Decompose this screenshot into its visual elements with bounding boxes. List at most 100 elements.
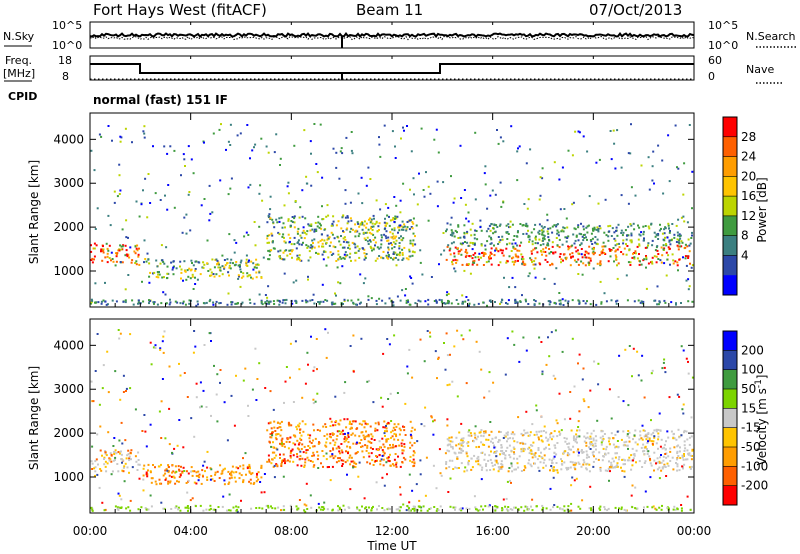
echo-pixel xyxy=(541,373,544,376)
echo-pixel xyxy=(683,162,686,165)
echo-pixel xyxy=(312,465,315,468)
echo-pixel xyxy=(636,443,639,446)
echo-pixel xyxy=(182,302,184,305)
echo-pixel xyxy=(550,432,553,435)
echo-pixel xyxy=(304,458,307,461)
echo-pixel xyxy=(321,238,324,241)
echo-pixel xyxy=(279,249,282,252)
echo-pixel xyxy=(147,469,149,472)
echo-pixel xyxy=(392,235,395,238)
echo-pixel xyxy=(458,451,460,454)
echo-pixel xyxy=(294,200,297,202)
echo-pixel xyxy=(538,455,541,458)
echo-pixel xyxy=(186,505,189,507)
echo-pixel xyxy=(343,253,346,256)
colorbar-swatch xyxy=(723,447,737,467)
echo-pixel xyxy=(477,509,480,512)
echo-pixel xyxy=(473,233,476,236)
echo-pixel xyxy=(290,424,293,427)
echo-pixel xyxy=(456,395,459,398)
echo-pixel xyxy=(494,301,496,303)
echo-pixel xyxy=(638,244,641,247)
echo-pixel xyxy=(138,247,140,250)
echo-pixel xyxy=(542,466,545,469)
echo-pixel xyxy=(499,136,502,139)
echo-pixel xyxy=(396,392,399,394)
echo-pixel xyxy=(303,466,306,468)
nsky-series xyxy=(89,31,695,39)
echo-pixel xyxy=(351,152,354,155)
echo-pixel xyxy=(148,299,150,302)
echo-pixel xyxy=(661,467,664,470)
echo-pixel xyxy=(347,246,350,249)
echo-pixel xyxy=(302,229,305,232)
echo-pixel xyxy=(380,256,382,259)
echo-pixel xyxy=(561,166,564,169)
echo-pixel xyxy=(466,455,469,458)
echo-pixel xyxy=(289,249,292,252)
echo-pixel xyxy=(437,358,440,360)
echo-pixel xyxy=(611,457,614,460)
echo-pixel xyxy=(266,241,269,244)
echo-pixel xyxy=(653,255,656,258)
echo-pixel xyxy=(684,447,687,450)
echo-pixel xyxy=(406,505,409,507)
echo-pixel xyxy=(91,299,94,302)
echo-pixel xyxy=(346,222,349,225)
echo-pixel xyxy=(472,260,475,263)
echo-pixel xyxy=(484,183,487,186)
echo-pixel xyxy=(531,260,533,263)
echo-pixel xyxy=(630,468,633,471)
echo-pixel xyxy=(483,444,486,446)
echo-pixel xyxy=(176,444,179,447)
echo-pixel xyxy=(525,300,527,303)
echo-pixel xyxy=(473,259,476,262)
echo-pixel xyxy=(286,185,289,188)
echo-pixel xyxy=(582,225,585,228)
echo-pixel xyxy=(494,505,497,508)
echo-pixel xyxy=(475,508,477,511)
echo-pixel xyxy=(398,229,401,232)
echo-pixel xyxy=(225,148,227,151)
echo-pixel xyxy=(269,421,272,424)
echo-pixel xyxy=(684,255,687,258)
echo-pixel xyxy=(273,426,276,429)
echo-pixel xyxy=(329,417,332,420)
echo-pixel xyxy=(127,453,130,456)
echo-pixel xyxy=(300,434,303,437)
echo-pixel xyxy=(573,479,576,482)
echo-pixel xyxy=(258,506,261,509)
echo-pixel xyxy=(576,441,578,444)
echo-pixel xyxy=(500,446,503,449)
echo-pixel xyxy=(135,460,138,463)
echo-pixel xyxy=(588,195,591,198)
echo-pixel xyxy=(540,229,543,232)
echo-pixel xyxy=(658,460,661,463)
echo-pixel xyxy=(685,430,688,433)
echo-pixel xyxy=(383,233,386,236)
echo-pixel xyxy=(372,239,375,241)
echo-pixel xyxy=(545,464,547,467)
echo-pixel xyxy=(389,508,391,511)
echo-pixel xyxy=(242,467,245,470)
echo-pixel xyxy=(304,511,307,513)
echo-pixel xyxy=(453,252,456,255)
echo-pixel xyxy=(274,430,277,432)
echo-pixel xyxy=(347,506,350,509)
echo-pixel xyxy=(162,507,165,510)
echo-pixel xyxy=(160,244,163,247)
echo-pixel xyxy=(511,242,514,245)
echo-pixel xyxy=(481,443,484,446)
echo-pixel xyxy=(678,450,681,453)
echo-pixel xyxy=(663,358,666,361)
echo-pixel xyxy=(243,235,246,238)
echo-pixel xyxy=(446,291,449,294)
echo-pixel xyxy=(574,468,577,471)
echo-pixel xyxy=(382,464,385,467)
echo-pixel xyxy=(412,217,415,220)
echo-pixel xyxy=(453,267,456,270)
echo-pixel xyxy=(603,433,606,435)
echo-pixel xyxy=(434,350,437,353)
echo-pixel xyxy=(542,227,545,230)
